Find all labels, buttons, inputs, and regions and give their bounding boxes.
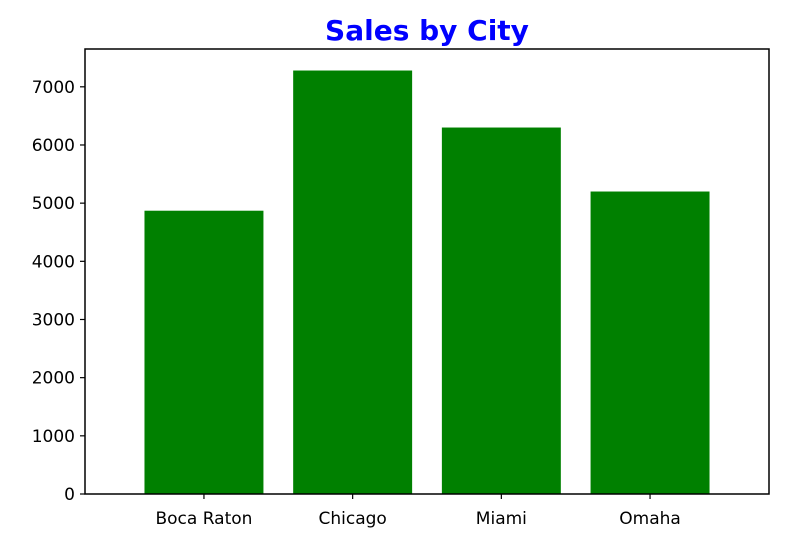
y-tick-label: 1000 <box>32 427 75 447</box>
chart-title: Sales by City <box>325 14 529 47</box>
bar-miami <box>441 127 561 494</box>
y-tick-label: 3000 <box>32 310 75 330</box>
x-tick-label: Miami <box>476 509 527 529</box>
bar-boca-raton <box>144 210 264 494</box>
y-tick-label: 0 <box>64 485 75 505</box>
bar-chicago <box>293 70 413 495</box>
y-tick-label: 2000 <box>32 369 75 389</box>
y-tick-label: 6000 <box>32 136 75 156</box>
x-tick-label: Omaha <box>619 509 681 529</box>
x-axis: Boca Raton Chicago Miami Omaha <box>155 494 681 529</box>
y-tick-label: 4000 <box>32 252 75 272</box>
y-tick-label: 5000 <box>32 194 75 214</box>
x-tick-label: Chicago <box>318 509 386 529</box>
x-tick-label: Boca Raton <box>155 509 252 529</box>
bars-group <box>144 70 710 495</box>
y-tick-label: 7000 <box>32 78 75 98</box>
y-axis: 0 1000 2000 3000 4000 5000 6000 7000 <box>32 78 85 505</box>
bar-omaha <box>590 191 710 494</box>
plot-frame <box>84 48 770 495</box>
